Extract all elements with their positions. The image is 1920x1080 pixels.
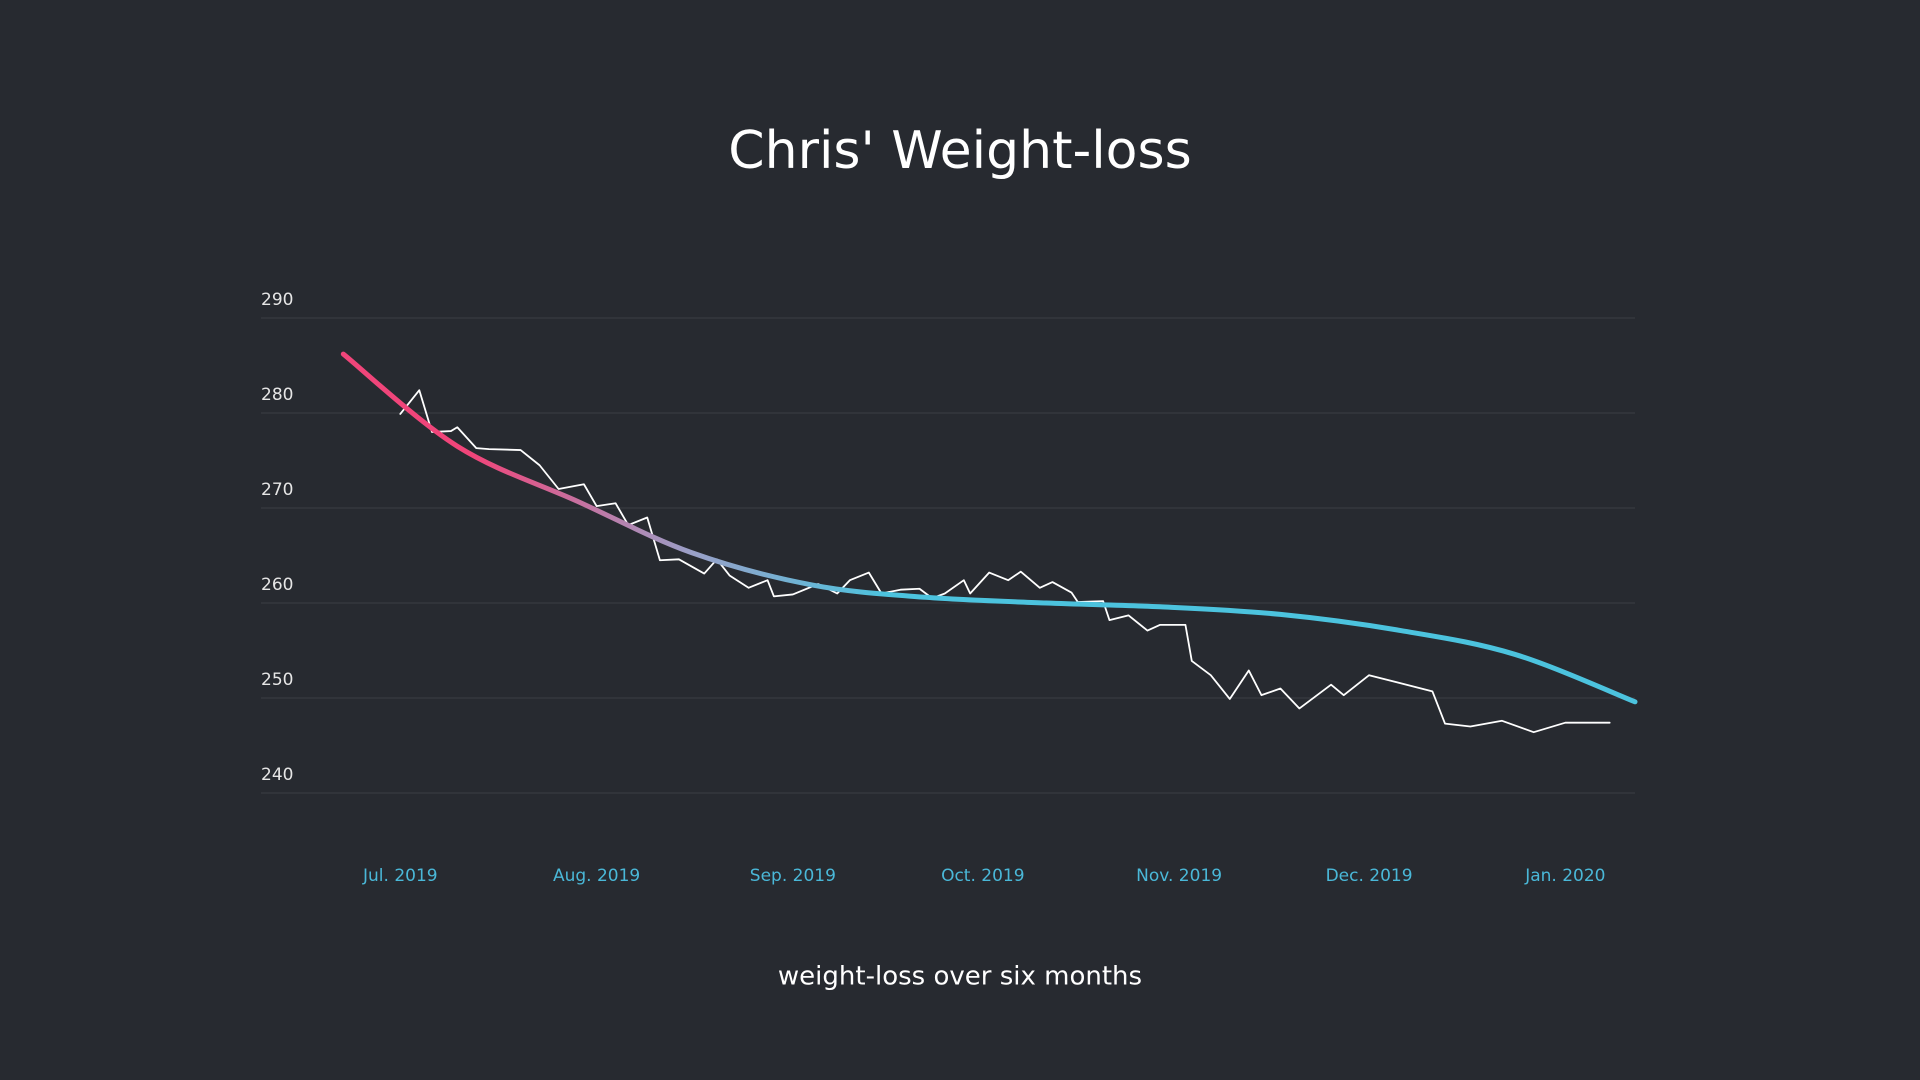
x-tick-label: Sep. 2019 — [750, 866, 836, 886]
weight-line — [399, 389, 1611, 734]
x-tick-label: Aug. 2019 — [553, 866, 640, 886]
x-tick-label: Jul. 2019 — [362, 866, 438, 886]
x-tick-label: Nov. 2019 — [1136, 866, 1222, 886]
x-tick-label: Oct. 2019 — [941, 866, 1024, 886]
y-tick-label: 270 — [261, 480, 293, 500]
y-tick-label: 260 — [261, 575, 293, 595]
x-tick-label: Jan. 2020 — [1524, 866, 1605, 886]
chart-title: Chris' Weight-loss — [728, 121, 1191, 181]
y-tick-label: 280 — [261, 385, 293, 405]
y-tick-label: 290 — [261, 290, 293, 310]
y-tick-label: 250 — [261, 670, 293, 690]
chart-caption: weight-loss over six months — [778, 962, 1142, 992]
trend-line — [340, 351, 1638, 705]
x-tick-label: Dec. 2019 — [1326, 866, 1413, 886]
y-tick-label: 240 — [261, 765, 293, 785]
